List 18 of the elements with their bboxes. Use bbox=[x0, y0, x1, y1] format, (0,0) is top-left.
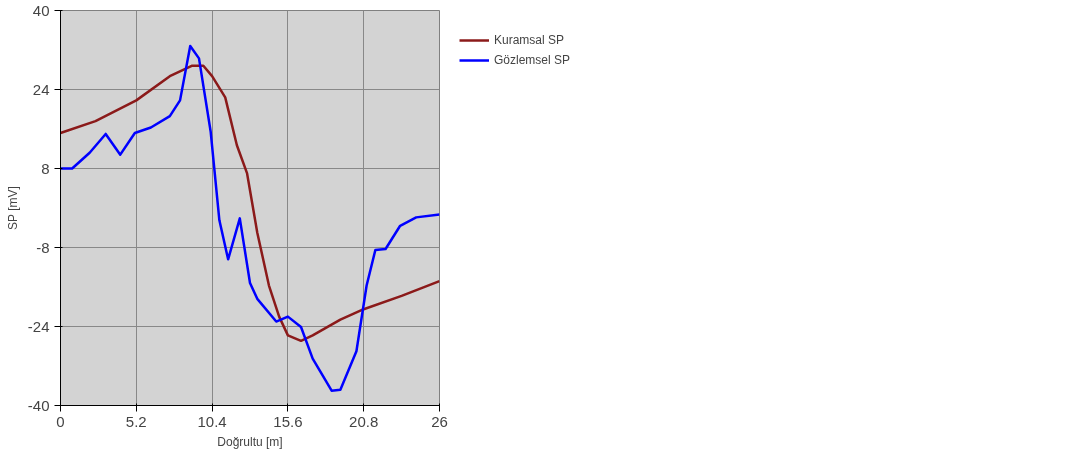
y-tick-label: -24 bbox=[27, 317, 50, 335]
x-axis-title: Doğrultu [m] bbox=[217, 434, 283, 449]
x-tick-label: 0 bbox=[56, 412, 65, 430]
x-tick-label: 15.6 bbox=[273, 412, 303, 430]
x-tick-label: 26 bbox=[431, 412, 448, 430]
y-tick-label: -8 bbox=[36, 238, 50, 256]
y-tick-label: 8 bbox=[41, 159, 50, 177]
line-series bbox=[60, 44, 440, 392]
legend-label: Gözlemsel SP bbox=[494, 53, 571, 67]
x-tick-label: 20.8 bbox=[349, 412, 379, 430]
legend-label: Kuramsal SP bbox=[494, 33, 565, 47]
y-axis-title: SP [mV] bbox=[5, 186, 20, 230]
y-tick-label: 40 bbox=[32, 1, 50, 19]
y-tick-label: 24 bbox=[32, 80, 50, 98]
y-tick-label: -40 bbox=[27, 396, 50, 414]
x-tick-label: 5.2 bbox=[125, 412, 147, 430]
line-series bbox=[60, 64, 440, 343]
x-tick-label: 10.4 bbox=[197, 412, 227, 430]
